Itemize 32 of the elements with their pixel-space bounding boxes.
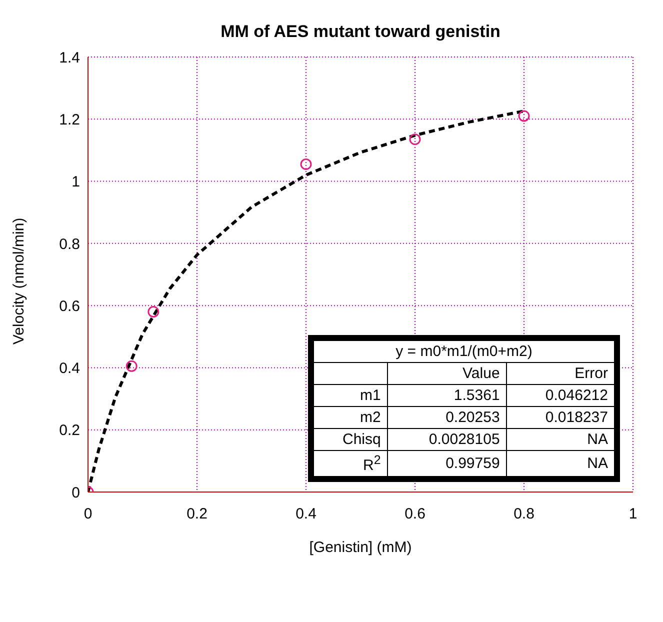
y-tick-label: 1 <box>72 174 80 191</box>
y-tick-label: 1.2 <box>59 111 80 128</box>
annotation: y = m0*m1/(m0+m2) <box>311 338 617 362</box>
y-tick-label: 0 <box>72 484 80 502</box>
y-tick-label: 0.8 <box>59 236 80 253</box>
annotation: 0.018237 <box>506 406 617 428</box>
y-axis-title: Velocity (nmol/min) <box>10 218 28 344</box>
annotation: m2 <box>311 406 388 428</box>
x-tick-label: 0 <box>84 506 92 523</box>
y-tick-label: 1.4 <box>59 49 80 66</box>
annotation: 0.0028105 <box>387 428 506 450</box>
x-tick-label: 0.6 <box>404 506 426 523</box>
y-tick-label: 0.2 <box>59 422 80 440</box>
annotation: 0.20253 <box>387 406 506 428</box>
x-tick-label: 0.2 <box>186 506 208 523</box>
chart-title: MM of AES mutant toward genistin <box>220 22 502 42</box>
y-tick-label: 0.4 <box>59 360 80 378</box>
annotation: NA <box>506 450 617 479</box>
annotation: Value <box>387 362 506 384</box>
annotation: Chisq <box>311 428 388 450</box>
annotation: 0.046212 <box>506 384 617 406</box>
x-axis-title: [Genistin] (mM) <box>309 539 412 556</box>
x-tick-label: 0.8 <box>514 506 534 523</box>
x-tick-label: 0.4 <box>296 506 316 523</box>
x-tick-label: 1 <box>628 506 638 523</box>
annotation: NA <box>506 428 617 450</box>
annotation: R$^{2}$ <box>311 450 388 479</box>
annotation: m1 <box>311 384 388 406</box>
y-tick-label: 0.6 <box>59 298 80 315</box>
annotation: 1.5361 <box>387 384 506 406</box>
annotation: Error <box>506 362 617 384</box>
annotation: 0.99759 <box>387 450 506 479</box>
